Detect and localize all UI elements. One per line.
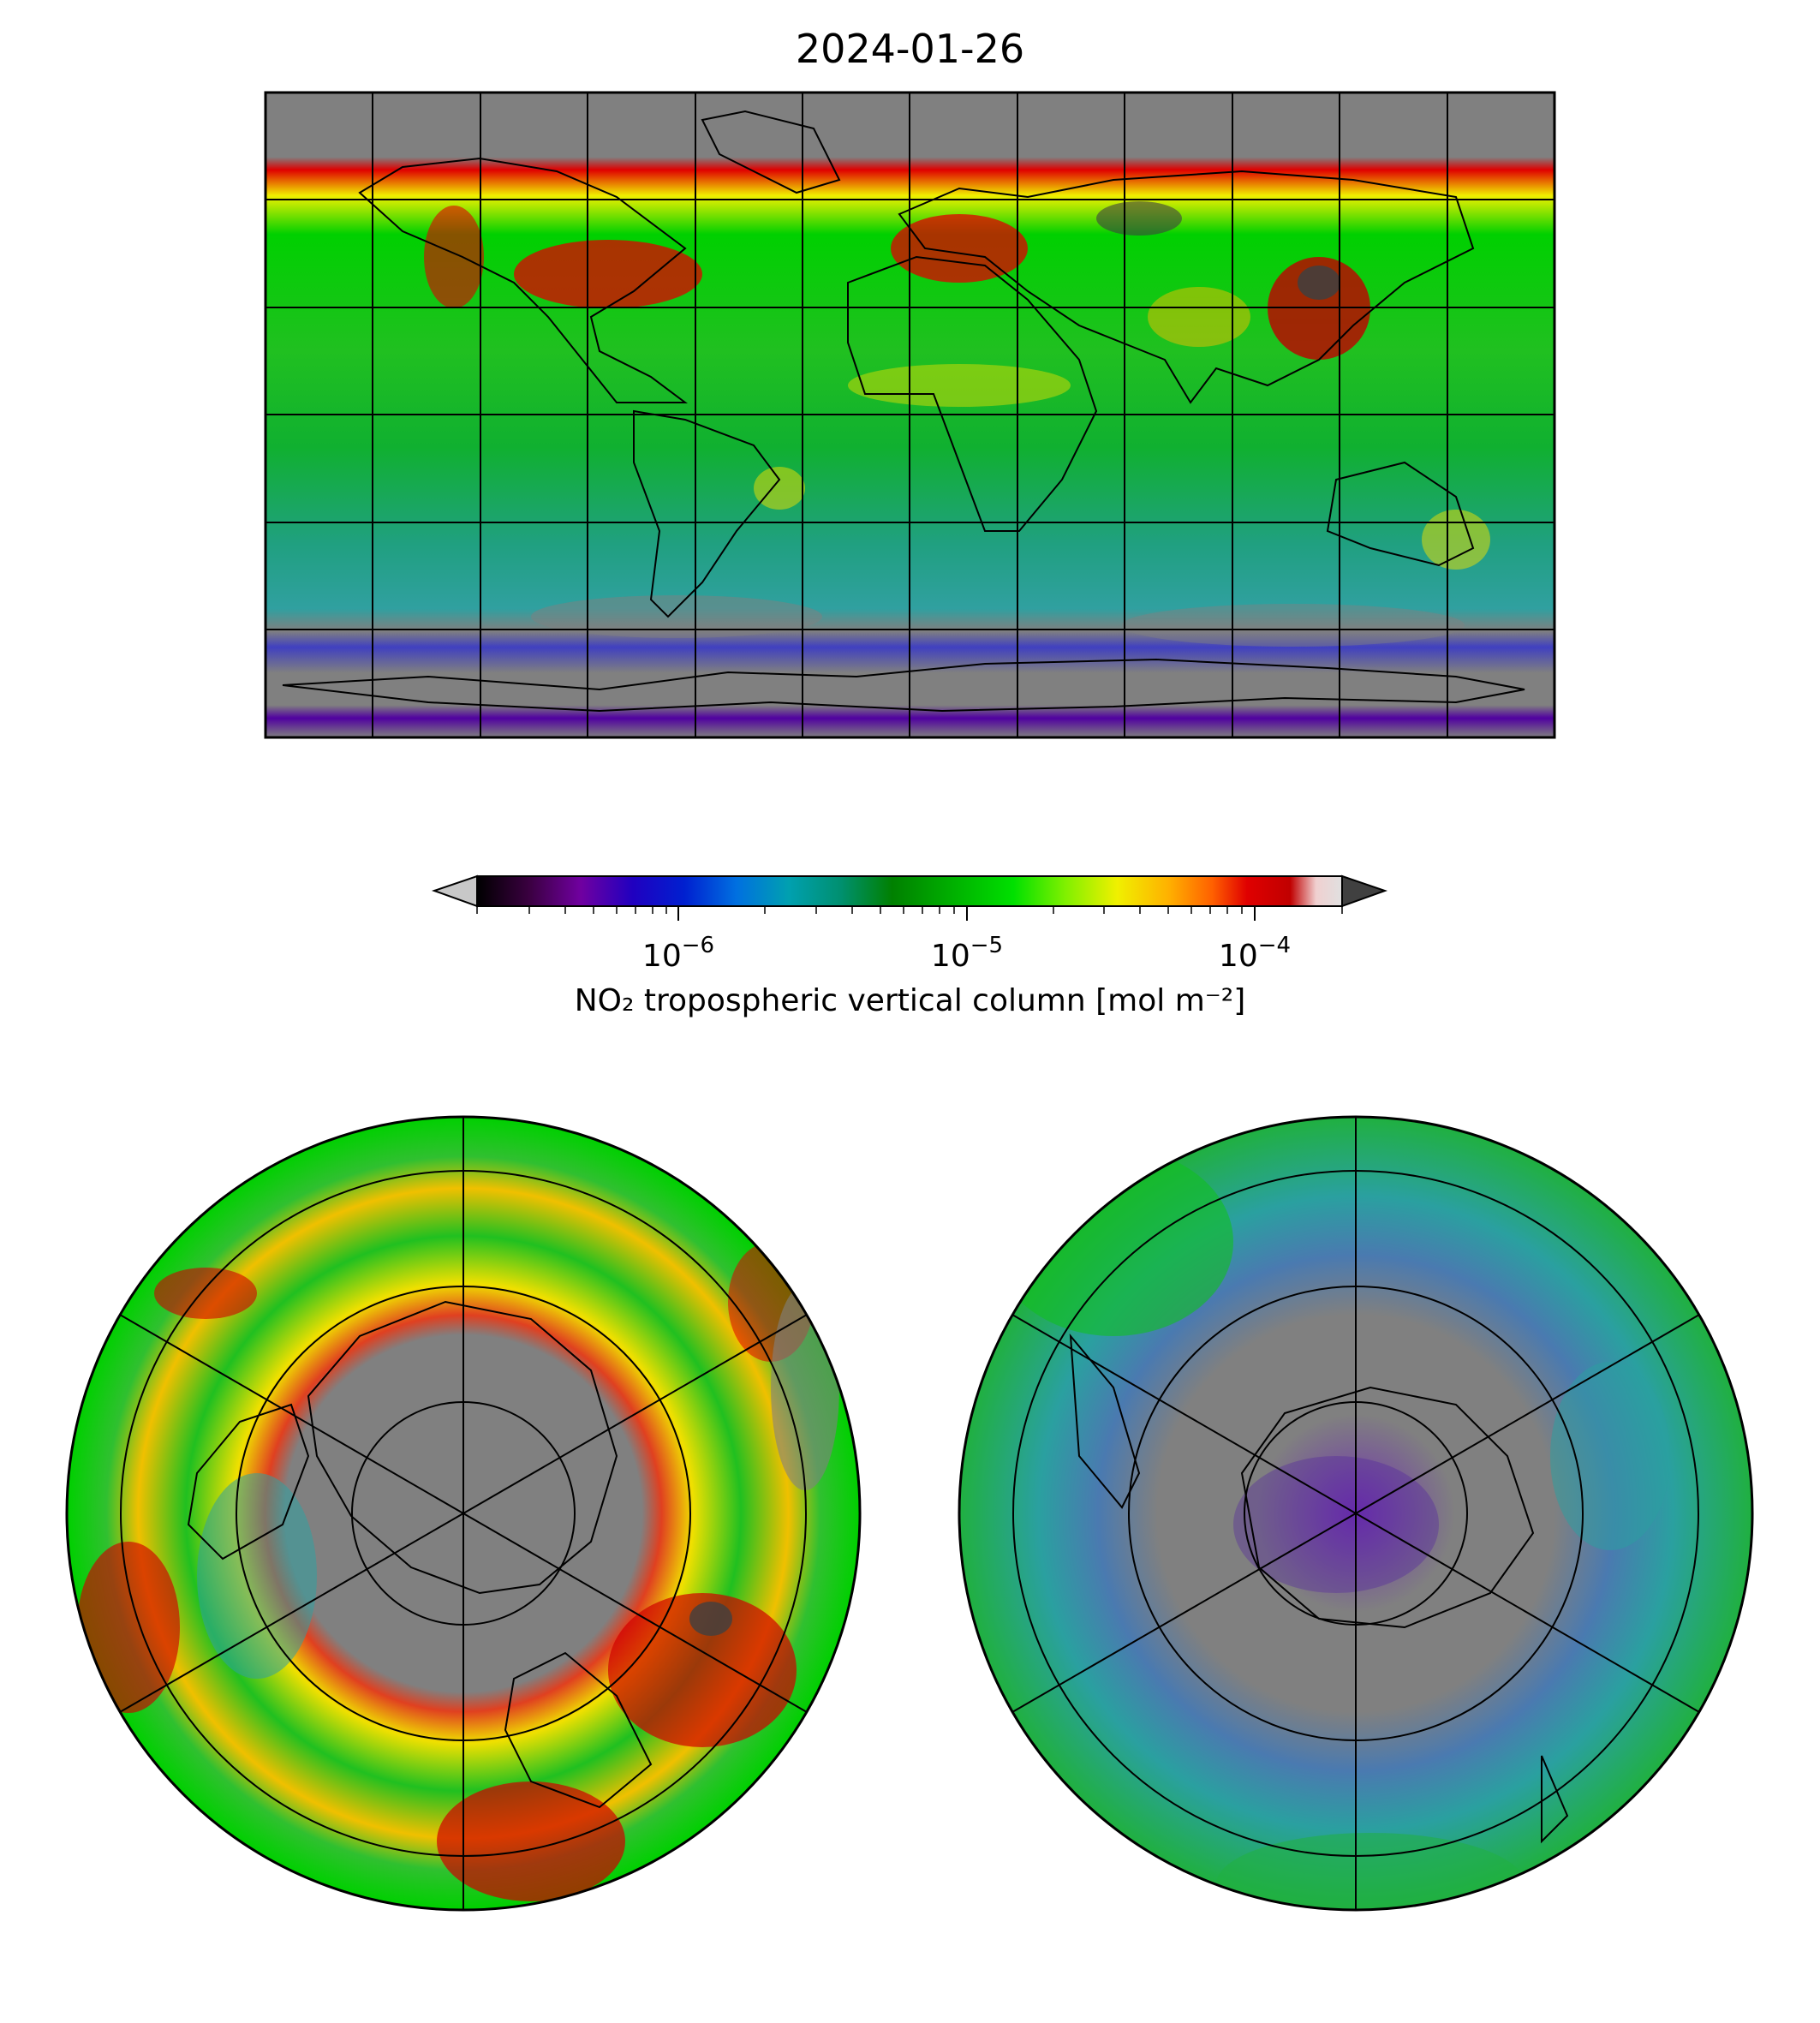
colorbar-tick-1e-5: 10−5 (931, 933, 1003, 974)
global-map-field (264, 91, 1556, 739)
colorbar-label: NO₂ tropospheric vertical column [mol m⁻… (574, 983, 1246, 1018)
colorbar-tick-1e-6: 10−6 (642, 933, 714, 974)
figure-title: 2024-01-26 (795, 26, 1025, 72)
colorbar-tick-1e-4: 10−4 (1219, 933, 1291, 974)
colorbar: 10−6 10−5 10−4 (431, 874, 1388, 974)
north-polar-map (65, 1115, 862, 1912)
south-polar-map (958, 1115, 1754, 1912)
